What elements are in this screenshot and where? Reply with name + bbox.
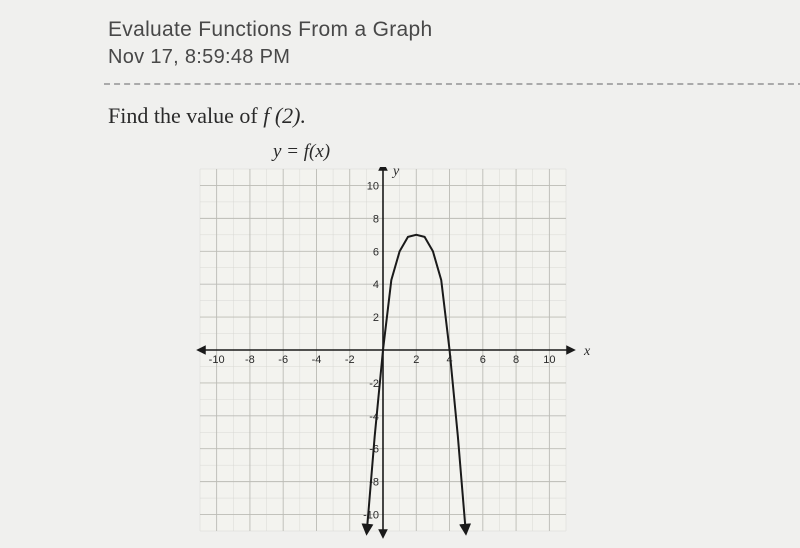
page-title: Evaluate Functions From a Graph: [108, 18, 760, 42]
svg-text:8: 8: [513, 354, 519, 366]
svg-text:2: 2: [413, 354, 419, 366]
svg-text:6: 6: [373, 246, 379, 258]
svg-text:-2: -2: [369, 378, 379, 390]
svg-text:4: 4: [373, 279, 379, 291]
chart-svg: -10-8-6-4-2246810-10-8-6-4-2246810xy: [188, 167, 618, 547]
svg-text:-2: -2: [345, 354, 355, 366]
svg-text:8: 8: [373, 213, 379, 225]
svg-text:6: 6: [480, 354, 486, 366]
equation-label: y = f(x): [273, 141, 760, 163]
svg-text:-8: -8: [245, 354, 255, 366]
svg-text:10: 10: [543, 354, 555, 366]
svg-text:-4: -4: [312, 354, 322, 366]
page-timestamp: Nov 17, 8:59:48 PM: [108, 46, 760, 69]
question-prompt: Find the value of f (2).: [108, 103, 760, 129]
prompt-math: f (2).: [263, 103, 306, 128]
svg-text:2: 2: [373, 312, 379, 324]
svg-text:x: x: [583, 344, 591, 359]
function-graph: -10-8-6-4-2246810-10-8-6-4-2246810xy: [188, 167, 618, 547]
svg-text:y: y: [391, 167, 400, 179]
divider: [104, 83, 800, 85]
svg-text:-6: -6: [278, 354, 288, 366]
svg-text:-10: -10: [209, 354, 225, 366]
svg-text:-10: -10: [363, 510, 379, 522]
svg-text:10: 10: [367, 180, 379, 192]
prompt-prefix: Find the value of: [108, 103, 263, 128]
